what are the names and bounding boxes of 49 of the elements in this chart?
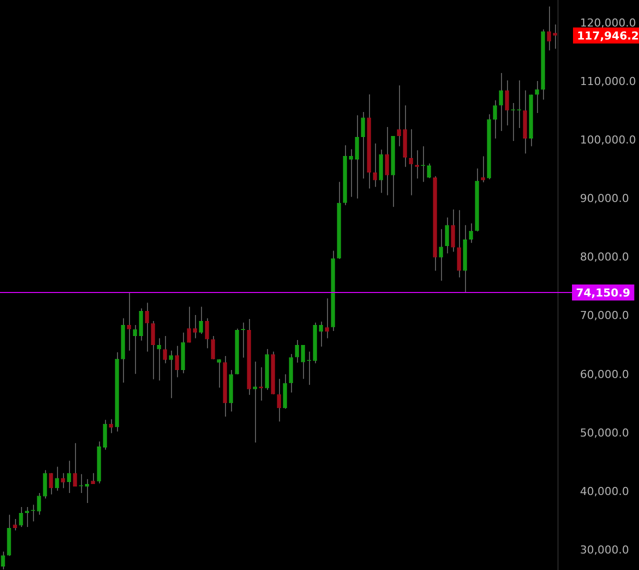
candlestick <box>12 518 18 531</box>
candlestick <box>504 80 510 126</box>
candlestick <box>240 322 246 358</box>
y-tick-label: 100,000.0 <box>580 133 636 146</box>
candlestick <box>282 374 288 410</box>
candlestick <box>498 72 504 132</box>
candlestick <box>216 358 222 388</box>
candlestick <box>360 112 366 180</box>
candlestick <box>42 470 48 500</box>
candlestick <box>84 478 90 504</box>
candlestick <box>288 353 294 394</box>
y-tick-label: 40,000.0 <box>580 484 629 498</box>
text: 117,946.2 <box>577 29 639 42</box>
y-tick-label: 50,000.0 <box>580 426 629 440</box>
y-tick-label: 30,000.0 <box>580 544 629 557</box>
candlestick <box>444 216 450 254</box>
ref-line-label: 74,150.9 <box>576 286 630 300</box>
candlestick <box>546 6 552 51</box>
candlestick <box>72 442 78 487</box>
candlestick <box>24 506 30 528</box>
candlestick <box>156 338 162 382</box>
candlestick <box>138 308 144 342</box>
candlestick <box>102 419 108 450</box>
candlestick <box>60 472 66 489</box>
candlestick <box>168 350 174 399</box>
candlestick <box>276 378 282 422</box>
y-tick-label: 120,000.0 <box>580 16 636 30</box>
candlestick <box>426 163 432 179</box>
y-tick-label: 110,000.0 <box>580 74 636 88</box>
candlestick <box>0 551 6 570</box>
candlestick <box>204 318 210 349</box>
candlestick <box>174 345 180 378</box>
y-tick-label: 60,000.0 <box>580 368 629 381</box>
candlestick <box>48 472 54 495</box>
candlestick <box>210 335 216 360</box>
candlestick <box>144 302 150 352</box>
candlestick <box>126 292 132 352</box>
y-tick-label: 70,000.0 <box>580 309 629 322</box>
candlestick <box>150 320 156 380</box>
candlestick <box>450 208 456 252</box>
candlestick <box>456 210 462 278</box>
candlestick <box>54 466 60 492</box>
candlestick <box>36 492 42 516</box>
y-tick-label: 80,000.0 <box>580 250 629 264</box>
candlestick <box>354 114 360 199</box>
candlestick <box>300 344 306 380</box>
y-tick-label: 90,000.0 <box>580 192 629 206</box>
candlestick <box>18 506 24 528</box>
candlestick <box>66 460 72 494</box>
